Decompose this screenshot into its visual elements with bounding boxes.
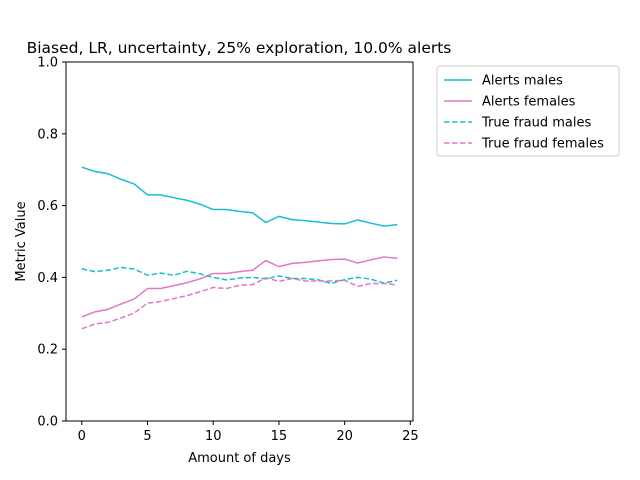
series-line-alerts-males [81, 166, 398, 227]
y-axis: 0.0 0.2 0.4 0.6 0.8 1.0 [37, 56, 66, 430]
y-tick-label: 0.2 [37, 343, 58, 358]
series-line-alerts-females [81, 256, 398, 318]
legend-frame [436, 65, 620, 157]
y-tick-label: 0.4 [37, 271, 58, 286]
x-tick-label: 0 [78, 429, 86, 444]
x-axis-label: Amount of days [188, 451, 291, 466]
x-tick-label: 15 [271, 429, 288, 444]
legend-label: Alerts males [482, 74, 563, 89]
plot-area [66, 62, 413, 421]
y-tick-label: 1.0 [37, 56, 58, 71]
chart-title: Biased, LR, uncertainty, 25% exploration… [27, 39, 452, 57]
series-lines [81, 166, 398, 330]
x-axis: 0 5 10 15 20 25 [78, 421, 419, 444]
x-tick-label: 25 [402, 429, 419, 444]
plot-frame [65, 61, 414, 422]
legend-label: True fraud females [481, 137, 604, 152]
y-axis-label: Metric Value [14, 201, 29, 281]
series-line-true-fraud-females [81, 277, 398, 330]
y-tick-label: 0.6 [37, 199, 58, 214]
x-tick-label: 20 [336, 429, 353, 444]
legend-label: True fraud males [481, 116, 591, 131]
x-tick-label: 5 [143, 429, 151, 444]
legend: Alerts males Alerts females True fraud mal… [436, 65, 620, 157]
x-tick-label: 10 [205, 429, 222, 444]
y-tick-label: 0.8 [37, 127, 58, 142]
y-tick-label: 0.0 [37, 415, 58, 430]
legend-label: Alerts females [482, 95, 576, 110]
